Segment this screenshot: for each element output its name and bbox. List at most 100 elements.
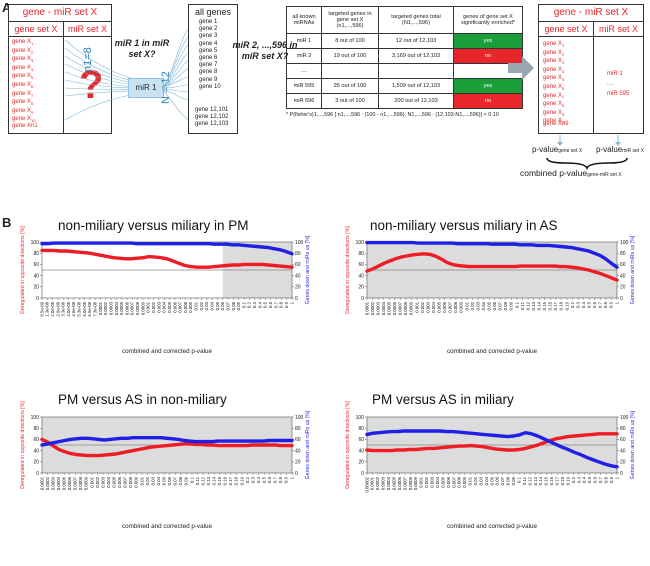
- x-tick-label: 0.0003: [108, 301, 113, 315]
- series-line-genes-down: [365, 240, 619, 269]
- x-tick-label: 0.01: [464, 301, 469, 310]
- x-tick-label: 0.03: [204, 301, 209, 310]
- y-tick-label-left: 20: [33, 460, 39, 466]
- x-tick-label: 0.007: [448, 301, 453, 312]
- chart-2-title: non-miliary versus miliary in AS: [370, 218, 558, 233]
- y-tick-label-left: 60: [358, 437, 364, 443]
- x-tick-label: 0.12: [200, 476, 205, 485]
- right-box-title: gene - miR set X: [539, 5, 643, 22]
- x-tick-label: 0.2: [245, 476, 250, 483]
- table-row: miR 2 19 out of 100 3,169 out of 12,103 no: [286, 48, 523, 64]
- x-tick-label: 0.13: [531, 301, 536, 310]
- gene-item: gene X2: [543, 49, 565, 57]
- right-gene-last: gene Xn1: [543, 121, 569, 127]
- x-tick-label: 0.006: [117, 476, 122, 487]
- x-tick-label: 0.04: [484, 476, 489, 485]
- x-tick-label: 0.009: [459, 301, 464, 312]
- x-tick-label: 0.13: [206, 476, 211, 485]
- y-tick-label-right: 60: [620, 262, 626, 268]
- pvalue-arrows: [557, 135, 621, 146]
- x-tick-label: 6.0e-08: [82, 301, 87, 316]
- x-tick-label: 0.0003: [381, 476, 386, 490]
- table-cell-in-set: 8 out of 100: [321, 33, 379, 49]
- x-tick-label: 1: [614, 301, 619, 304]
- x-tick-label: 0.05: [215, 301, 220, 310]
- y-tick-label-left: 100: [31, 415, 40, 421]
- n1-label: n1=8: [82, 47, 94, 72]
- x-tick-label: 0.0002: [103, 301, 108, 315]
- table-cell-enriched: yes: [453, 78, 523, 94]
- gene-item: gene X5: [12, 73, 34, 81]
- x-tick-label: 0.12: [527, 476, 532, 485]
- x-tick-label: 0.1: [514, 301, 519, 308]
- right-mir-item: ....: [607, 81, 614, 87]
- x-tick-label: 0.19: [565, 476, 570, 485]
- x-tick-label: 0.0006: [397, 476, 402, 490]
- gene-item: gene X2: [12, 47, 34, 55]
- x-tick-label: 1.3e-08: [45, 301, 50, 316]
- x-tick-label: 0.14: [538, 476, 543, 485]
- y-tick-label-right: 80: [620, 251, 626, 257]
- x-tick-label: 0.0007: [402, 476, 407, 490]
- x-tick-label: 0.0008: [135, 301, 140, 315]
- table-cell-total: 3,169 out of 12,103: [378, 48, 454, 64]
- x-tick-label: 0.05: [162, 476, 167, 485]
- y-tick-label-right: 60: [620, 437, 626, 443]
- x-axis-label: combined and corrected p-value: [447, 348, 537, 355]
- left-box-title: gene - miR set X: [9, 5, 111, 22]
- y-axis-label-left: Deregulated in opposite directions [%]: [20, 226, 26, 314]
- x-tick-label: 4.0e-08: [66, 301, 71, 316]
- x-tick-label: 0.0001: [370, 476, 375, 490]
- gene-item: gene X1: [12, 39, 34, 47]
- gene-item: gene X8: [12, 99, 34, 107]
- x-tick-label: 2.0e-08: [50, 301, 55, 316]
- x-tick-label: 0.008: [128, 476, 133, 487]
- x-tick-label: 0.15: [542, 301, 547, 310]
- x-tick-label: 0.001: [146, 301, 151, 312]
- y-tick-label-left: 40: [33, 448, 39, 454]
- x-tick-label: 0.0008: [403, 301, 408, 315]
- x-tick-label: 0.1: [189, 476, 194, 483]
- x-tick-label: 0.00002: [364, 476, 369, 492]
- chart-4-title: PM versus AS in miliary: [372, 392, 514, 407]
- x-tick-label: 0.8: [603, 301, 608, 308]
- x-tick-label: 0.002: [95, 476, 100, 487]
- all-genes-title: all genes: [194, 7, 232, 17]
- table-cell-total: [378, 63, 454, 79]
- all-genes-list: gene 1 gene 2 gene 3 gene 4 gene 5 gene 6 gene…: [189, 19, 237, 91]
- y-tick-label-right: 20: [295, 460, 301, 466]
- left-col-gene-set: gene set X: [9, 22, 64, 36]
- y-tick-label-right: 20: [620, 285, 626, 291]
- series-line-deregulated: [365, 432, 619, 453]
- x-tick-label: 0.009: [462, 476, 467, 487]
- arrow-icon: [508, 56, 534, 80]
- y-axis-label-left: Deregulated in opposite directions [%]: [345, 226, 351, 314]
- x-tick-label: 2.6e-08: [55, 301, 60, 316]
- x-tick-label: 0.0006: [67, 476, 72, 490]
- gene-item: gene X6: [543, 83, 565, 92]
- all-genes-tail-item: gene 12,101: [195, 107, 229, 114]
- x-tick-label: 0.7: [598, 476, 603, 483]
- x-tick-label: 0.6: [592, 301, 597, 308]
- y-tick-label-left: 100: [356, 415, 365, 421]
- gene-item: gene X4: [543, 66, 565, 74]
- x-tick-label: 0.05: [487, 301, 492, 310]
- x-tick-label: 0.14: [212, 476, 217, 485]
- x-tick-label: 0.5: [587, 301, 592, 308]
- gene-item: gene X1: [543, 41, 565, 49]
- table-cell-in-set: 25 out of 100: [321, 78, 379, 94]
- gene-item: gene X3: [543, 58, 565, 66]
- x-tick-label: 0.006: [442, 301, 447, 312]
- all-genes-box: all genes gene 1 gene 2 gene 3 gene 4 gene 5…: [188, 4, 238, 134]
- x-tick-label: 0.01: [139, 476, 144, 485]
- x-tick-label: 0.17: [228, 476, 233, 485]
- x-tick-label: 0.02: [199, 301, 204, 310]
- x-tick-label: 0.002: [151, 301, 156, 312]
- y-tick-label-left: 40: [358, 273, 364, 279]
- panel-a-letter: A: [2, 0, 12, 15]
- x-tick-label: 0.1: [516, 476, 521, 483]
- x-tick-label: 0.004: [106, 476, 111, 487]
- x-tick-label: 0.9: [609, 301, 614, 308]
- x-tick-label: 0.1: [241, 301, 246, 308]
- x-tick-label: 0.14: [537, 301, 542, 310]
